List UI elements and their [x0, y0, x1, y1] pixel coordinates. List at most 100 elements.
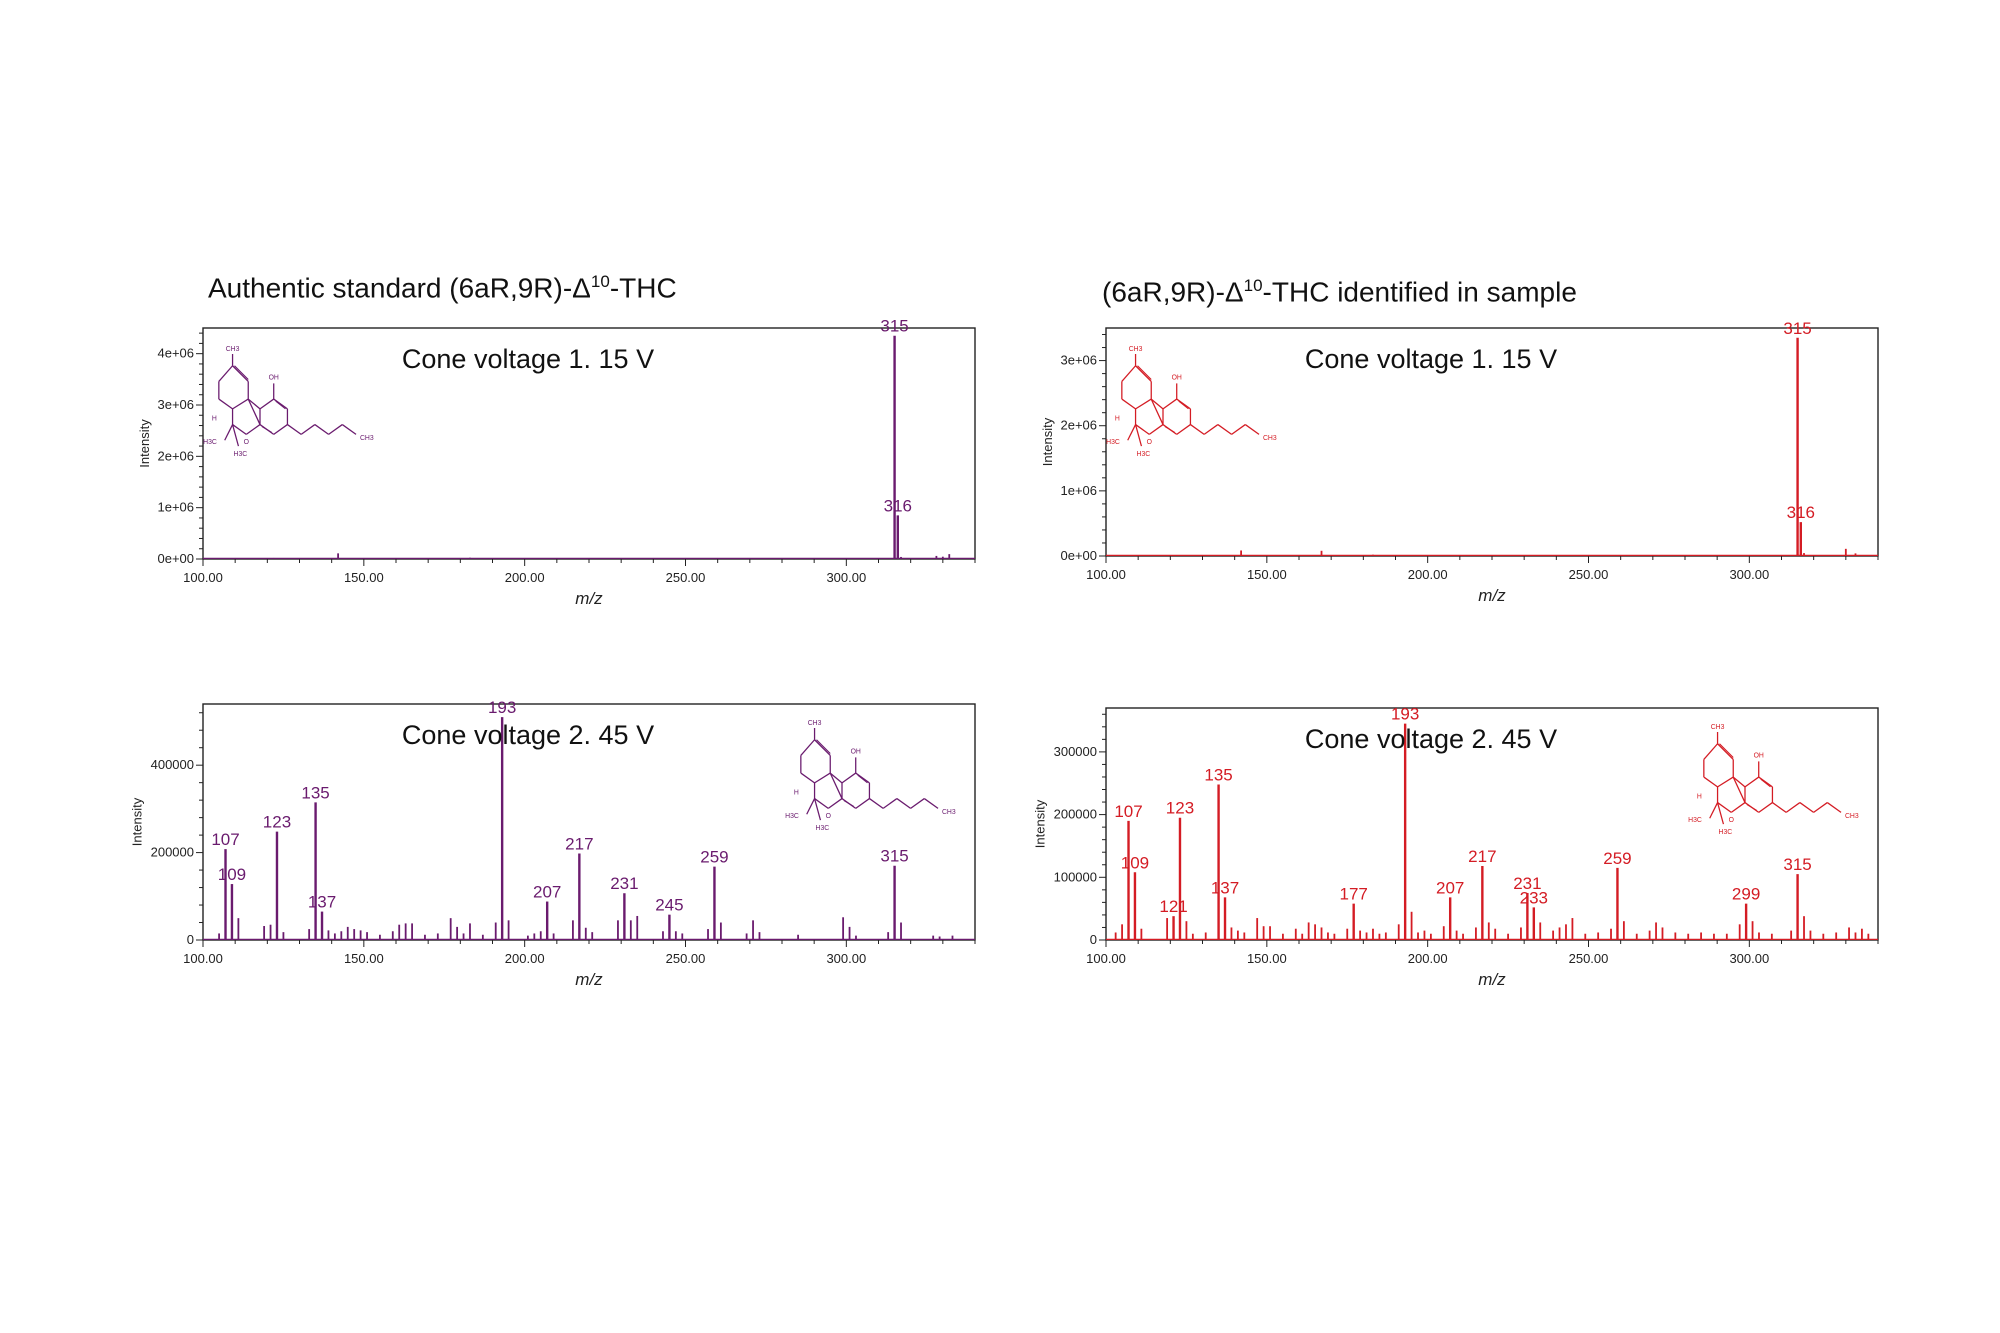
- svg-text:H3C: H3C: [1719, 829, 1733, 836]
- x-tick-label: 250.00: [1569, 567, 1609, 582]
- x-tick-label: 100.00: [1086, 951, 1126, 966]
- peak-label-231: 231: [1513, 874, 1541, 893]
- x-axis-label: m/z: [575, 589, 603, 608]
- svg-text:H3C: H3C: [785, 813, 799, 820]
- svg-text:CH3: CH3: [360, 435, 374, 442]
- peak-label-217: 217: [1468, 847, 1496, 866]
- thc-structure-icon: OH CH3 O CH3 H3C H3C H: [203, 346, 374, 458]
- peak-label-107: 107: [1114, 802, 1142, 821]
- x-tick-label: 300.00: [826, 570, 866, 585]
- heading-sample-sup: 10: [1243, 276, 1263, 295]
- peak-label-177: 177: [1339, 885, 1367, 904]
- svg-text:O: O: [1147, 439, 1152, 446]
- svg-text:CH3: CH3: [1263, 435, 1277, 442]
- y-tick-label: 1e+06: [1060, 483, 1097, 498]
- x-tick-label: 250.00: [1569, 951, 1609, 966]
- x-tick-label: 200.00: [1408, 567, 1448, 582]
- x-tick-label: 150.00: [1247, 951, 1287, 966]
- svg-text:OH: OH: [851, 748, 861, 755]
- svg-text:H3C: H3C: [1688, 817, 1702, 824]
- y-axis-label: Intensity: [1040, 417, 1055, 466]
- y-tick-label: 0e+00: [157, 551, 194, 566]
- y-tick-label: 1e+06: [157, 500, 194, 515]
- cone-voltage-title: Cone voltage 1. 15 V: [402, 344, 654, 374]
- svg-text:CH3: CH3: [1711, 724, 1725, 731]
- peak-label-137: 137: [308, 893, 336, 912]
- thc-structure-icon: OH CH3 O CH3 H3C H3C H: [1688, 724, 1859, 836]
- peak-label-135: 135: [1204, 765, 1232, 784]
- spectrum-sample-45V: 100.00 150.00 200.00 250.00 300.00 0 100000 200…: [1032, 705, 1879, 1012]
- spectrum-standard-45V: 100.00 150.00 200.00 250.00 300.00 0 200000 400…: [129, 698, 976, 1012]
- thc-structure-icon: OH CH3 O CH3 H3C H3C H: [1106, 346, 1277, 458]
- y-tick-label: 2e+06: [1060, 418, 1097, 433]
- svg-text:CH3: CH3: [226, 346, 240, 353]
- heading-standard: Authentic standard (6aR,9R)-Δ10-THC: [208, 272, 677, 304]
- y-tick-label: 4e+06: [157, 346, 194, 361]
- spectrum-standard-15V: 100.00 150.00 200.00 250.00 300.00 0e+00 1e+06…: [137, 317, 976, 631]
- peak-label-109: 109: [218, 865, 246, 884]
- svg-text:H3C: H3C: [234, 451, 248, 458]
- spectrum-sample-15V: 100.00 150.00 200.00 250.00 300.00 0e+00 1e+06…: [1040, 319, 1879, 628]
- peak-label-107: 107: [211, 830, 239, 849]
- heading-sample-text: (6aR,9R)-Δ: [1102, 276, 1244, 308]
- y-tick-label: 0: [187, 932, 194, 947]
- peak-label-121: 121: [1159, 897, 1187, 916]
- x-tick-label: 300.00: [1729, 951, 1769, 966]
- cone-voltage-title: Cone voltage 2. 45 V: [402, 720, 654, 750]
- svg-text:H: H: [212, 416, 217, 423]
- svg-text:H: H: [1115, 416, 1120, 423]
- x-tick-label: 200.00: [505, 951, 545, 966]
- x-tick-label: 150.00: [1247, 567, 1287, 582]
- peak-label-207: 207: [1436, 878, 1464, 897]
- peak-label-245: 245: [655, 896, 683, 915]
- heading-standard-text: Authentic standard (6aR,9R)-Δ: [208, 272, 591, 304]
- y-tick-label: 400000: [151, 757, 194, 772]
- y-axis-label: Intensity: [129, 797, 144, 846]
- peak-label-123: 123: [1166, 799, 1194, 818]
- x-axis-label: m/z: [1478, 586, 1506, 605]
- spectrum-standard-15V-svg: 100.00 150.00 200.00 250.00 300.00 0e+00 1e+06…: [137, 317, 976, 608]
- svg-text:H3C: H3C: [1106, 439, 1120, 446]
- heading-standard-suffix: -THC: [609, 272, 677, 304]
- x-tick-label: 250.00: [666, 570, 706, 585]
- peak-label-207: 207: [533, 883, 561, 902]
- heading-sample: (6aR,9R)-Δ10-THC identified in sample: [1102, 276, 1577, 308]
- x-tick-label: 300.00: [826, 951, 866, 966]
- x-tick-label: 150.00: [344, 951, 384, 966]
- peak-label-231: 231: [610, 874, 638, 893]
- svg-text:H3C: H3C: [203, 439, 217, 446]
- peak-label-109: 109: [1121, 853, 1149, 872]
- peak-label-123: 123: [263, 813, 291, 832]
- cone-voltage-title: Cone voltage 2. 45 V: [1305, 724, 1557, 754]
- y-axis-label: Intensity: [1032, 799, 1047, 848]
- svg-text:CH3: CH3: [942, 809, 956, 816]
- svg-text:OH: OH: [1172, 374, 1182, 381]
- thc-structure-icon: OH CH3 O CH3 H3C H3C H: [785, 720, 956, 832]
- svg-text:CH3: CH3: [808, 720, 822, 727]
- svg-text:H: H: [794, 790, 799, 797]
- svg-text:H3C: H3C: [816, 825, 830, 832]
- svg-text:OH: OH: [269, 374, 279, 381]
- peak-label-315: 315: [1783, 319, 1811, 338]
- x-axis-label: m/z: [575, 970, 603, 989]
- peak-label-259: 259: [700, 848, 728, 867]
- svg-text:O: O: [244, 439, 249, 446]
- svg-text:CH3: CH3: [1845, 813, 1859, 820]
- x-tick-label: 150.00: [344, 570, 384, 585]
- y-tick-label: 200000: [151, 845, 194, 860]
- peak-label-259: 259: [1603, 849, 1631, 868]
- peak-label-193: 193: [488, 698, 516, 717]
- peak-label-137: 137: [1211, 878, 1239, 897]
- x-tick-label: 300.00: [1729, 567, 1769, 582]
- svg-text:CH3: CH3: [1129, 346, 1143, 353]
- spectrum-sample-15V-svg: 100.00 150.00 200.00 250.00 300.00 0e+00 1e+06…: [1040, 319, 1879, 605]
- y-axis-label: Intensity: [137, 419, 152, 468]
- x-tick-label: 100.00: [1086, 567, 1126, 582]
- peak-label-299: 299: [1732, 885, 1760, 904]
- heading-standard-sup: 10: [590, 272, 610, 291]
- peak-label-233: 233: [1520, 888, 1548, 907]
- svg-text:H3C: H3C: [1137, 451, 1151, 458]
- peak-label-315: 315: [880, 847, 908, 866]
- spectrum-standard-45V-svg: 100.00 150.00 200.00 250.00 300.00 0 200000 400…: [129, 698, 976, 989]
- peak-label-193: 193: [1391, 705, 1419, 724]
